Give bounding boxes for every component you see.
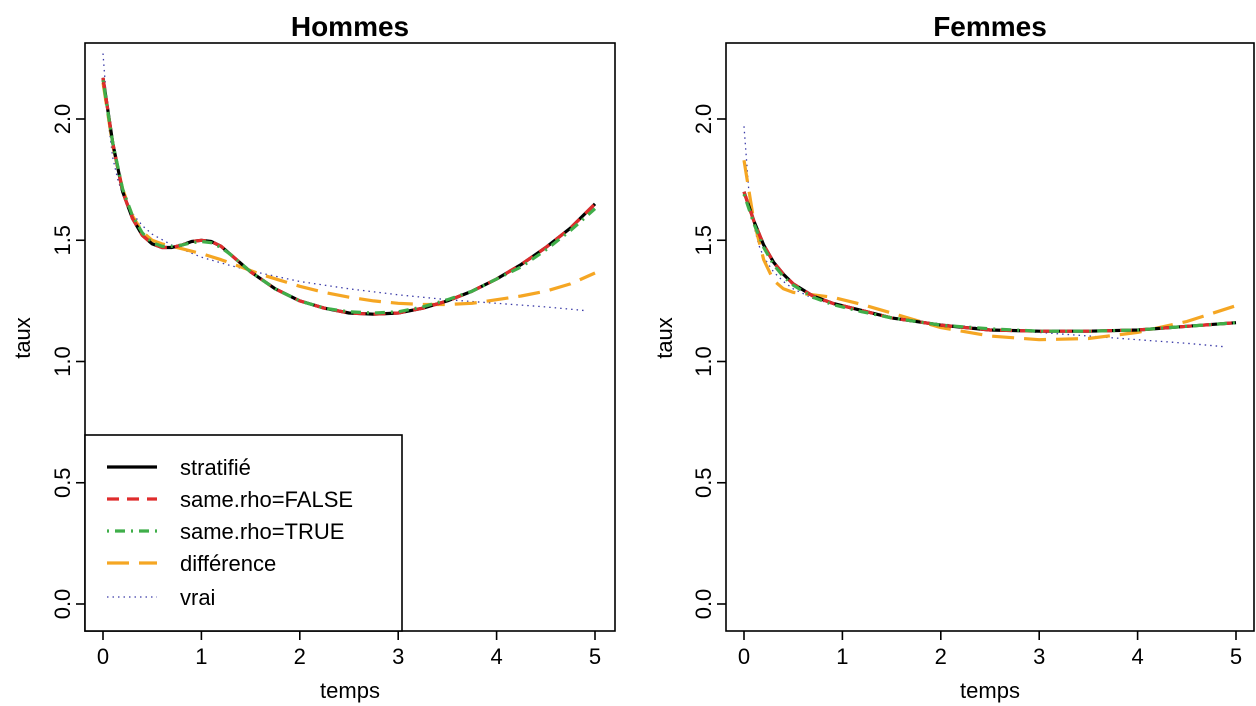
series-line-hommes-same-rho-false: [101, 77, 597, 316]
series-line-femmes-stratifie: [742, 191, 1237, 333]
series-line-femmes-difference: [742, 159, 1237, 342]
panel-hommes: Hommes temps taux 0 1 2 3 4 50.00.51.01.52.0 …: [10, 11, 616, 703]
legend-label-difference: différence: [180, 551, 276, 576]
legend-label-same-rho-true: same.rho=TRUE: [180, 519, 344, 544]
legend: stratifié same.rho=FALSE same.rho=TRUE d…: [84, 434, 403, 632]
y-tick-label-hommes-2: 1.0: [50, 346, 75, 377]
legend-label-stratifie: stratifié: [180, 455, 251, 480]
x-tick-label-femmes-1: 1: [836, 644, 848, 669]
y-tick-label-femmes-0: 0.0: [691, 589, 716, 620]
axes-hommes: 0 1 2 3 4 5 0.0 0.5 1.0 1.5 2.0: [50, 104, 601, 669]
series-line-hommes-vrai: [102, 53, 586, 312]
chart-title-femmes: Femmes: [933, 11, 1047, 42]
x-tick-label-hommes-5: 5: [589, 644, 601, 669]
x-tick-label-femmes-0: 0: [738, 644, 750, 669]
y-tick-label-femmes-3: 1.5: [691, 225, 716, 256]
y-tick-label-hommes-3: 1.5: [50, 225, 75, 256]
x-tick-label-hommes-1: 1: [195, 644, 207, 669]
legend-label-vrai: vrai: [180, 585, 215, 610]
y-tick-label-femmes-2: 1.0: [691, 346, 716, 377]
y-tick-label-hommes-0: 0.0: [50, 589, 75, 620]
axes-femmes: 0 1 2 3 4 5 0.0 0.5 1.0 1.5 2.0: [691, 104, 1242, 669]
x-tick-label-hommes-0: 0: [97, 644, 109, 669]
x-tick-label-hommes-2: 2: [294, 644, 306, 669]
x-axis-label-hommes: temps: [320, 678, 380, 703]
series-line-hommes-stratifie: [101, 77, 597, 316]
series-group-hommes: [101, 53, 597, 316]
x-tick-label-hommes-3: 3: [392, 644, 404, 669]
y-tick-label-hommes-1: 0.5: [50, 467, 75, 498]
series-line-hommes-difference: [101, 82, 596, 307]
y-tick-label-hommes-4: 2.0: [50, 104, 75, 135]
series-line-femmes-vrai: [743, 126, 1227, 348]
chart-title-hommes: Hommes: [291, 11, 409, 42]
x-tick-label-femmes-2: 2: [935, 644, 947, 669]
series-group-femmes: [742, 126, 1237, 348]
series-line-hommes-same-rho-true: [101, 79, 597, 315]
y-axis-label-femmes: taux: [652, 317, 677, 359]
x-axis-label-femmes: temps: [960, 678, 1020, 703]
legend-label-same-rho-false: same.rho=FALSE: [180, 487, 353, 512]
x-tick-label-femmes-4: 4: [1131, 644, 1143, 669]
y-tick-label-femmes-4: 2.0: [691, 104, 716, 135]
series-line-femmes-same-rho-true: [742, 193, 1237, 333]
x-tick-label-femmes-5: 5: [1230, 644, 1242, 669]
x-tick-label-femmes-3: 3: [1033, 644, 1045, 669]
series-line-femmes-same-rho-false: [742, 191, 1237, 333]
y-tick-label-femmes-1: 0.5: [691, 467, 716, 498]
panel-femmes: Femmes temps taux 0 1 2 3 4 5 0.0 0.5 1.0 1.5 2.0: [652, 11, 1255, 703]
y-axis-label-hommes: taux: [10, 317, 35, 359]
plot-frame-femmes: [725, 42, 1255, 632]
x-tick-label-hommes-4: 4: [490, 644, 502, 669]
